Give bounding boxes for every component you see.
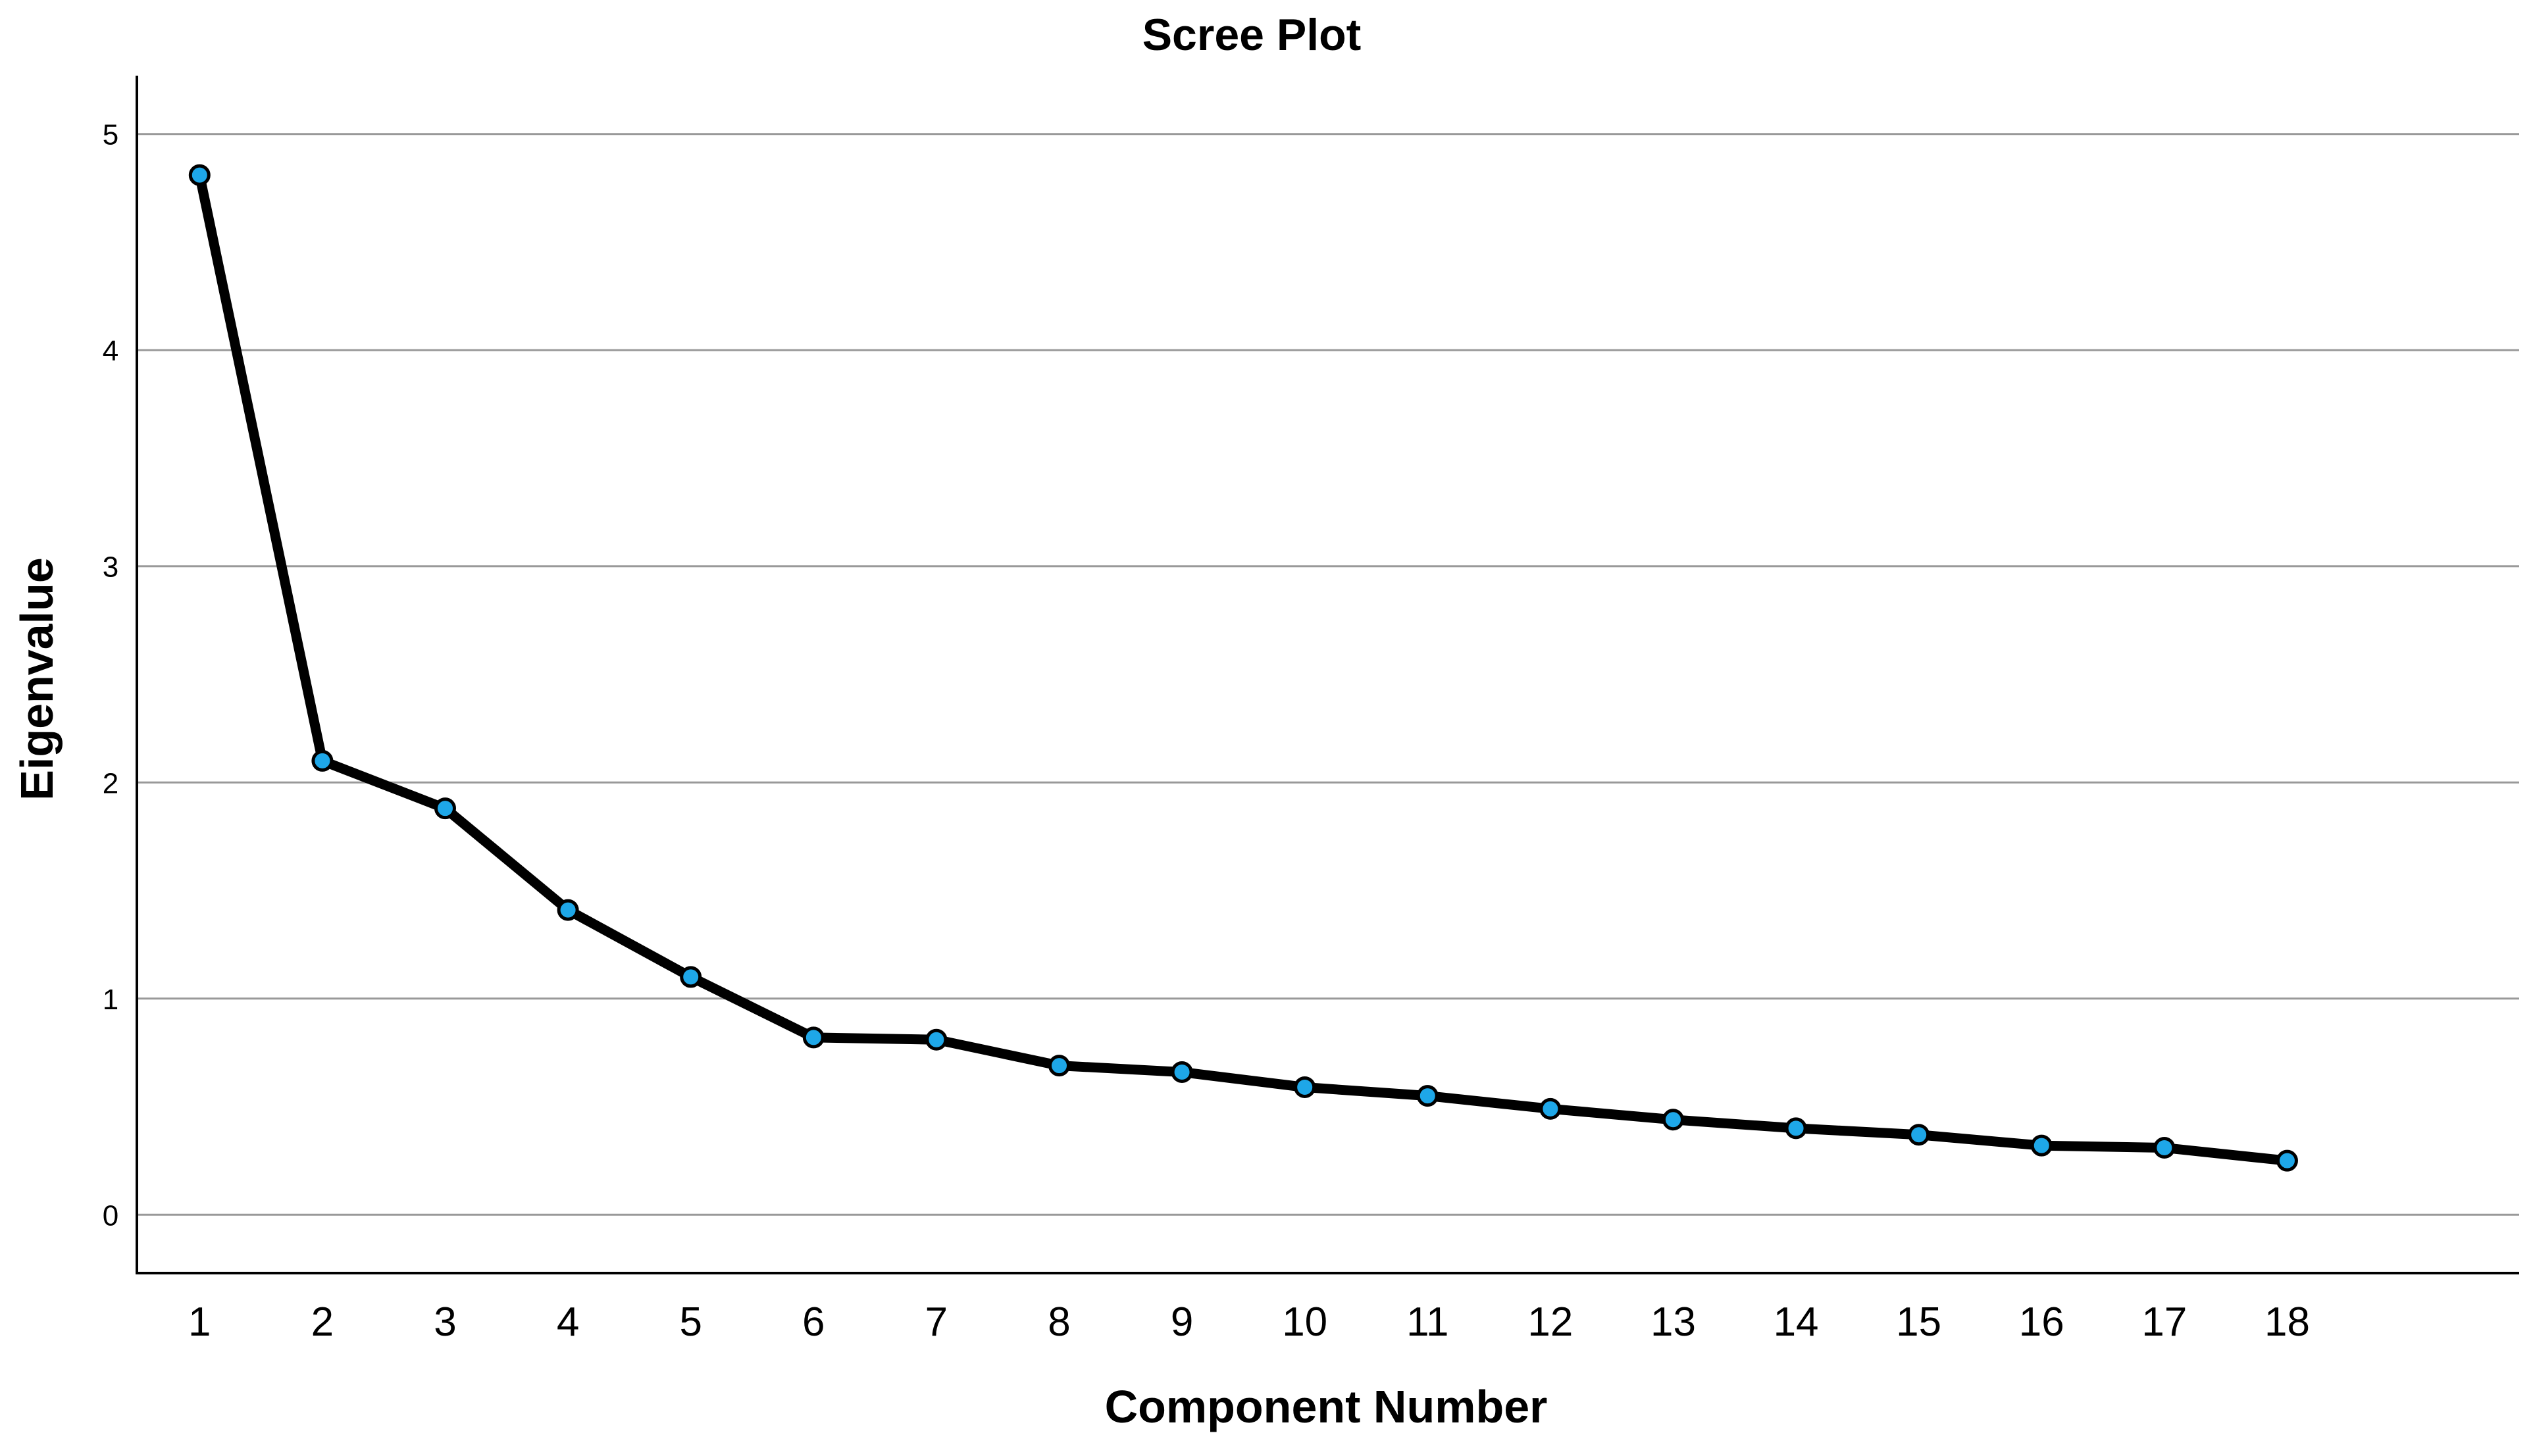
data-point (1908, 1124, 1930, 1146)
data-point (311, 749, 334, 772)
data-point (2153, 1136, 2176, 1159)
y-tick-label: 1 (103, 984, 118, 1016)
y-axis-title: Eigenvalue (11, 557, 63, 801)
y-tick-labels: 0 1 2 3 4 5 (103, 119, 118, 1232)
x-tick-label: 2 (311, 1299, 334, 1345)
x-tick-label: 16 (2019, 1299, 2064, 1345)
series-eigenvalue (194, 170, 2292, 1166)
x-axis-title: Component Number (1105, 1381, 1548, 1432)
data-point (1416, 1085, 1439, 1107)
y-tick-label: 0 (103, 1199, 118, 1232)
x-tick-labels: 1 2 3 4 5 6 7 8 9 10 11 12 13 14 15 16 17 18 (188, 1299, 2310, 1345)
y-tick-label: 2 (103, 767, 118, 799)
y-tick-label: 4 (103, 335, 118, 367)
x-tick-label: 12 (1527, 1299, 1573, 1345)
x-tick-label: 7 (925, 1299, 948, 1345)
x-tick-label: 13 (1650, 1299, 1696, 1345)
axes (136, 76, 2519, 1274)
data-point (1048, 1055, 1070, 1077)
data-point (680, 966, 702, 988)
y-tick-label: 3 (103, 551, 118, 584)
data-point (1662, 1109, 1684, 1131)
x-tick-label: 3 (434, 1299, 456, 1345)
data-point (188, 164, 211, 186)
series-line (194, 170, 2292, 1166)
x-tick-label: 5 (679, 1299, 702, 1345)
x-tick-label: 11 (1406, 1299, 1448, 1345)
chart-title: Scree Plot (1142, 10, 1362, 60)
data-point (2276, 1149, 2298, 1172)
x-tick-label: 17 (2141, 1299, 2187, 1345)
data-point (557, 899, 579, 921)
x-tick-label: 18 (2264, 1299, 2310, 1345)
data-point (1171, 1061, 1193, 1083)
x-tick-label: 8 (1048, 1299, 1070, 1345)
data-point (1539, 1097, 1562, 1120)
x-tick-label: 15 (1896, 1299, 1941, 1345)
x-tick-label: 4 (557, 1299, 579, 1345)
data-point (2030, 1134, 2053, 1157)
data-point (1785, 1117, 1807, 1140)
data-point (434, 797, 456, 820)
data-points (188, 164, 2298, 1172)
x-tick-label: 9 (1171, 1299, 1193, 1345)
data-point (1294, 1076, 1316, 1098)
x-tick-label: 6 (802, 1299, 825, 1345)
data-point (802, 1026, 825, 1049)
x-tick-label: 1 (188, 1299, 211, 1345)
x-tick-label: 14 (1774, 1299, 1819, 1345)
y-tick-label: 5 (103, 119, 118, 151)
data-point (925, 1028, 948, 1051)
x-tick-label: 10 (1282, 1299, 1327, 1345)
gridlines (137, 133, 2519, 1216)
